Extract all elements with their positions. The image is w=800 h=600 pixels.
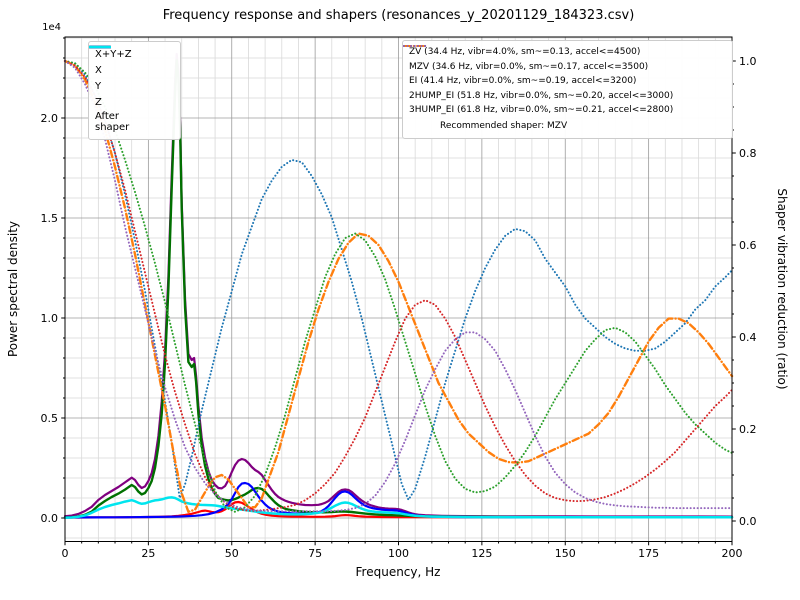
y-left-tick-label: 2.0 bbox=[41, 112, 59, 125]
x-tick-label: 25 bbox=[141, 547, 155, 560]
y-right-axis-label: Shaper vibration reduction (ratio) bbox=[775, 188, 789, 389]
legend-item-label: ZV (34.4 Hz, vibr=4.0%, sm~=0.13, accel<… bbox=[409, 47, 641, 58]
x-tick-label: 175 bbox=[638, 547, 659, 560]
legend-item-ei: EI (41.4 Hz, vibr=0.0%, sm~=0.19, accel<… bbox=[403, 45, 726, 90]
y-left-tick-label: 0.0 bbox=[41, 512, 59, 525]
series-y bbox=[63, 58, 734, 519]
x-tick-label: 0 bbox=[62, 547, 69, 560]
legend-item-label: After shaper bbox=[95, 111, 130, 133]
y-left-tick-label: 1.0 bbox=[41, 312, 59, 325]
series-mzv bbox=[63, 59, 734, 513]
legend-item-label: EI (41.4 Hz, vibr=0.0%, sm~=0.19, accel<… bbox=[409, 76, 637, 87]
legend-item-mzv: MZV (34.6 Hz, vibr=0.0%, sm~=0.17, accel… bbox=[403, 45, 726, 76]
x-tick-label: 50 bbox=[225, 547, 239, 560]
legend-item-label: Z bbox=[95, 97, 102, 108]
y-left-tick-label: 1.5 bbox=[41, 212, 59, 225]
legend-item-label: MZV (34.6 Hz, vibr=0.0%, sm~=0.17, accel… bbox=[409, 61, 649, 72]
legend-item-label: 2HUMP_EI (51.8 Hz, vibr=0.0%, sm~=0.20, … bbox=[409, 90, 674, 101]
legend-item-after: After shaper bbox=[89, 45, 174, 133]
y-right-tick-label: 0.2 bbox=[739, 423, 757, 436]
y-right-tick-label: 0.8 bbox=[739, 147, 757, 160]
legend-shapers: ZV (34.4 Hz, vibr=4.0%, sm~=0.13, accel<… bbox=[402, 40, 733, 139]
legend-item-label: 3HUMP_EI (61.8 Hz, vibr=0.0%, sm~=0.21, … bbox=[409, 105, 674, 116]
y-right-tick-label: 0.4 bbox=[739, 331, 757, 344]
x-tick-label: 200 bbox=[722, 547, 743, 560]
data-series bbox=[63, 52, 734, 519]
x-tick-label: 125 bbox=[471, 547, 492, 560]
y-right-tick-label: 0.6 bbox=[739, 239, 757, 252]
legend-item-z: Z bbox=[89, 45, 174, 110]
x-axis-label: Frequency, Hz bbox=[356, 565, 441, 579]
y-left-axis-label: Power spectral density bbox=[6, 221, 20, 357]
y-left-offset-text: 1e4 bbox=[42, 22, 61, 33]
legend-item-label: Y bbox=[95, 81, 102, 92]
y-left-tick-label: 0.5 bbox=[41, 412, 59, 425]
legend-line-sample-icon bbox=[403, 45, 427, 47]
legend-item-label: X+Y+Z bbox=[95, 49, 132, 60]
series-after bbox=[63, 496, 734, 519]
legend-item-y: Y bbox=[89, 45, 174, 94]
recommended-shaper-text: Recommended shaper: MZV bbox=[440, 120, 568, 131]
x-tick-label: 150 bbox=[555, 547, 576, 560]
legend-item-3hump_ei: 3HUMP_EI (61.8 Hz, vibr=0.0%, sm~=0.21, … bbox=[403, 45, 726, 119]
y-right-tick-label: 0.0 bbox=[739, 515, 757, 528]
tick-labels: 0 25 50 75 100 125 150 175 200 0.0 0.5 1.0 1.5 2.0 0.0… bbox=[41, 55, 757, 560]
y-right-tick-label: 1.0 bbox=[739, 55, 757, 68]
legend-item-label: X bbox=[95, 65, 102, 76]
legend-item-x: X bbox=[89, 45, 174, 78]
axis-ticks bbox=[61, 37, 736, 546]
series-3hump_ei bbox=[64, 60, 733, 513]
chart-title: Frequency response and shapers (resonanc… bbox=[162, 8, 635, 23]
x-tick-label: 100 bbox=[388, 547, 409, 560]
legend-item-zv: ZV (34.4 Hz, vibr=4.0%, sm~=0.13, accel<… bbox=[403, 45, 726, 61]
series-ei bbox=[64, 60, 733, 513]
legend-line-sample-icon bbox=[89, 45, 111, 49]
x-tick-label: 75 bbox=[308, 547, 322, 560]
series-2hump_ei bbox=[64, 60, 733, 512]
series-zv bbox=[64, 60, 733, 501]
legend-psd-series: X+Y+Z X Y Z After shaper bbox=[88, 41, 181, 140]
legend-item-2hump_ei: 2HUMP_EI (51.8 Hz, vibr=0.0%, sm~=0.20, … bbox=[403, 45, 726, 105]
